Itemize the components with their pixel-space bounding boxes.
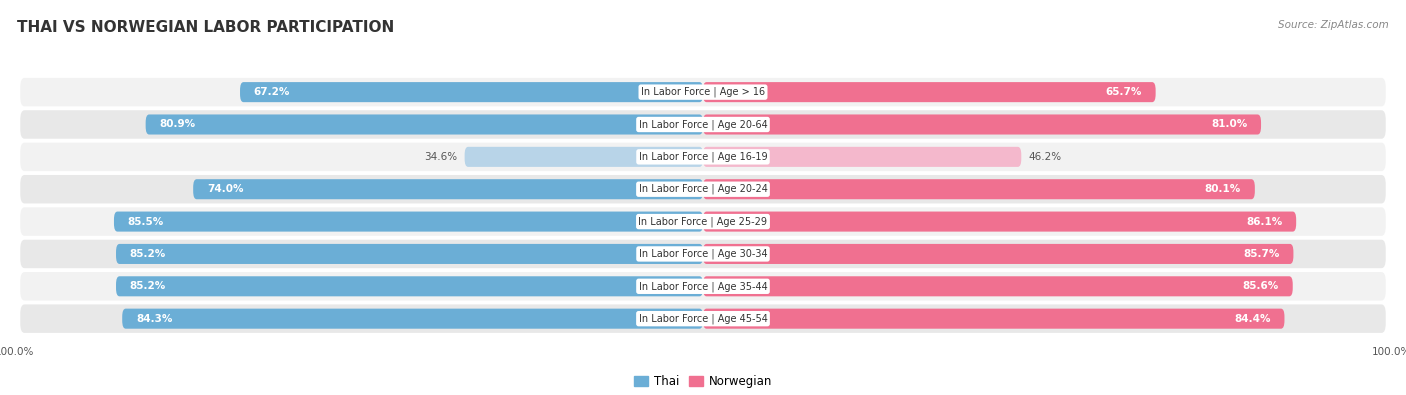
- Text: 74.0%: 74.0%: [207, 184, 243, 194]
- FancyBboxPatch shape: [20, 305, 1386, 333]
- Legend: Thai, Norwegian: Thai, Norwegian: [628, 371, 778, 393]
- Text: 67.2%: 67.2%: [254, 87, 290, 97]
- FancyBboxPatch shape: [703, 244, 1294, 264]
- Text: 84.4%: 84.4%: [1234, 314, 1271, 324]
- FancyBboxPatch shape: [464, 147, 703, 167]
- FancyBboxPatch shape: [20, 78, 1386, 106]
- FancyBboxPatch shape: [703, 82, 1156, 102]
- Text: 85.7%: 85.7%: [1243, 249, 1279, 259]
- FancyBboxPatch shape: [703, 179, 1254, 199]
- Text: 34.6%: 34.6%: [425, 152, 458, 162]
- FancyBboxPatch shape: [20, 272, 1386, 301]
- FancyBboxPatch shape: [117, 276, 703, 296]
- FancyBboxPatch shape: [114, 212, 703, 231]
- FancyBboxPatch shape: [122, 308, 703, 329]
- FancyBboxPatch shape: [146, 115, 703, 135]
- FancyBboxPatch shape: [703, 115, 1261, 135]
- Text: Source: ZipAtlas.com: Source: ZipAtlas.com: [1278, 20, 1389, 30]
- Text: In Labor Force | Age 45-54: In Labor Force | Age 45-54: [638, 313, 768, 324]
- FancyBboxPatch shape: [20, 207, 1386, 236]
- Text: 85.5%: 85.5%: [128, 216, 165, 227]
- Text: In Labor Force | Age 20-64: In Labor Force | Age 20-64: [638, 119, 768, 130]
- Text: In Labor Force | Age 16-19: In Labor Force | Age 16-19: [638, 152, 768, 162]
- FancyBboxPatch shape: [20, 110, 1386, 139]
- Text: 85.2%: 85.2%: [129, 249, 166, 259]
- Text: 81.0%: 81.0%: [1211, 120, 1247, 130]
- FancyBboxPatch shape: [20, 240, 1386, 268]
- FancyBboxPatch shape: [20, 175, 1386, 203]
- Text: 46.2%: 46.2%: [1028, 152, 1062, 162]
- Text: THAI VS NORWEGIAN LABOR PARTICIPATION: THAI VS NORWEGIAN LABOR PARTICIPATION: [17, 20, 394, 35]
- Text: 65.7%: 65.7%: [1105, 87, 1142, 97]
- Text: In Labor Force | Age 20-24: In Labor Force | Age 20-24: [638, 184, 768, 194]
- Text: In Labor Force | Age 35-44: In Labor Force | Age 35-44: [638, 281, 768, 292]
- Text: In Labor Force | Age 25-29: In Labor Force | Age 25-29: [638, 216, 768, 227]
- Text: 84.3%: 84.3%: [136, 314, 173, 324]
- Text: In Labor Force | Age 30-34: In Labor Force | Age 30-34: [638, 249, 768, 259]
- Text: 85.6%: 85.6%: [1243, 281, 1279, 291]
- Text: 85.2%: 85.2%: [129, 281, 166, 291]
- FancyBboxPatch shape: [240, 82, 703, 102]
- FancyBboxPatch shape: [193, 179, 703, 199]
- FancyBboxPatch shape: [117, 244, 703, 264]
- Text: 80.1%: 80.1%: [1205, 184, 1241, 194]
- FancyBboxPatch shape: [703, 276, 1292, 296]
- Text: 86.1%: 86.1%: [1246, 216, 1282, 227]
- Text: 80.9%: 80.9%: [159, 120, 195, 130]
- Text: In Labor Force | Age > 16: In Labor Force | Age > 16: [641, 87, 765, 98]
- FancyBboxPatch shape: [703, 308, 1285, 329]
- FancyBboxPatch shape: [703, 147, 1021, 167]
- FancyBboxPatch shape: [20, 143, 1386, 171]
- FancyBboxPatch shape: [703, 212, 1296, 231]
